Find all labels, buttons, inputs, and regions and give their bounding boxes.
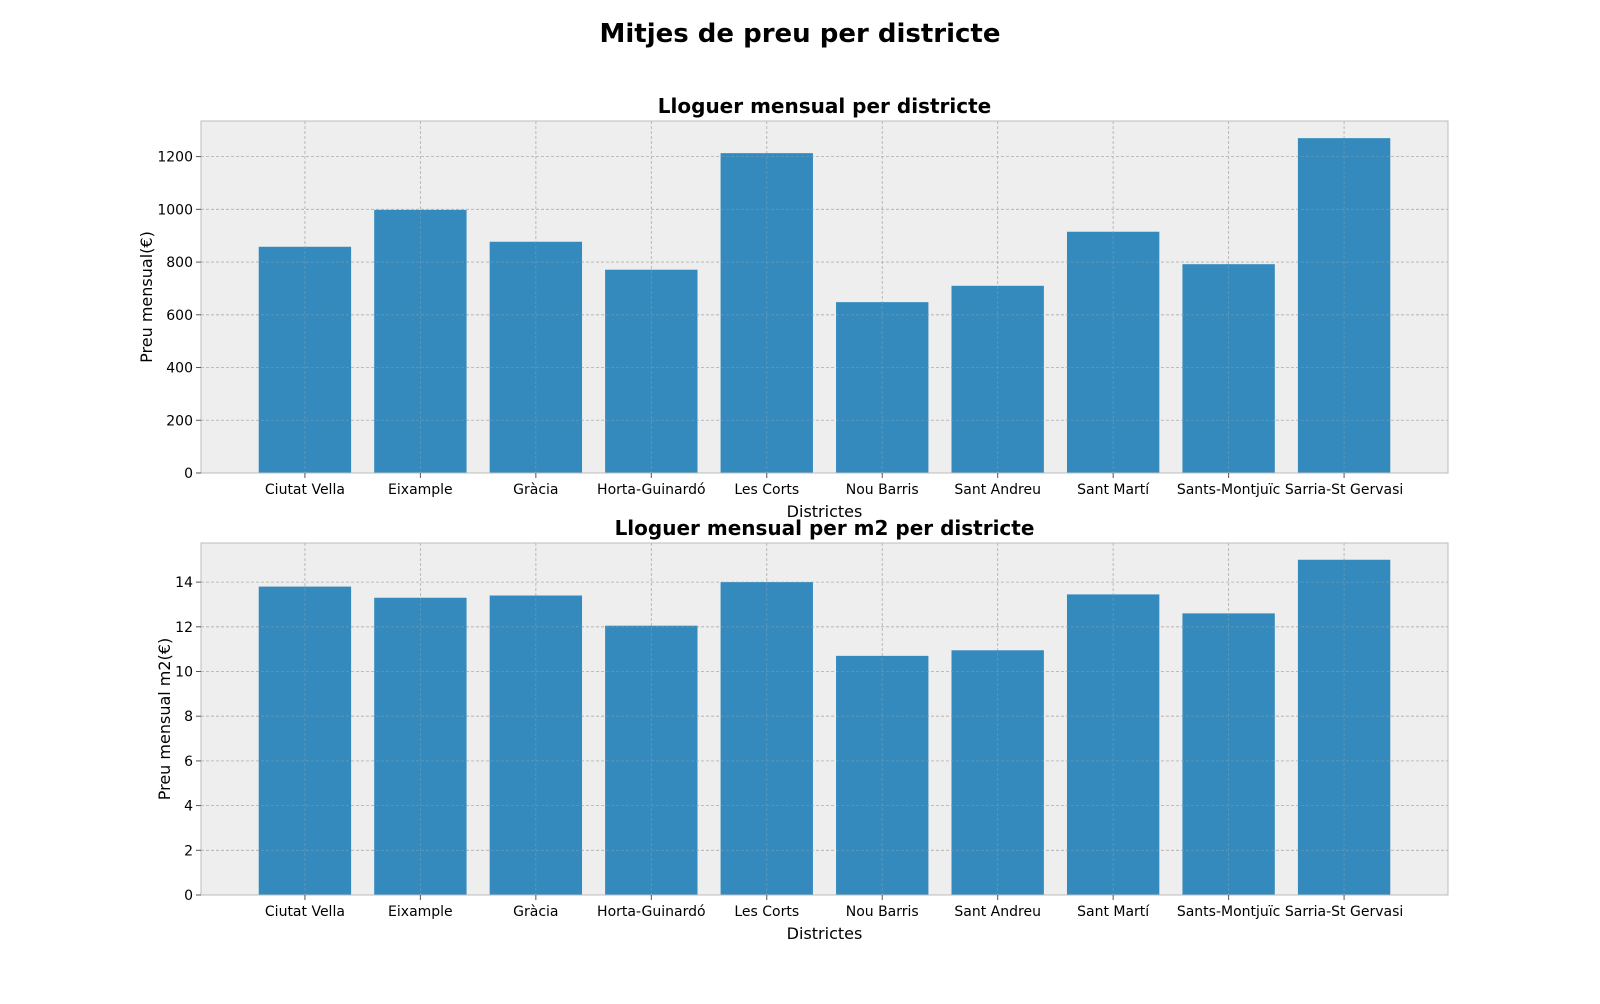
y-tick-label: 400 [166,361,193,377]
x-tick-label: Gràcia [513,482,558,498]
x-tick-label: Sants-Montjuïc [1177,904,1281,920]
x-tick-label: Sant Andreu [954,482,1041,498]
x-tick-label: Sants-Montjuïc [1177,482,1281,498]
x-tick-label: Sant Martí [1077,904,1150,920]
x-tick-label: Les Corts [734,482,799,498]
y-tick-label: 200 [166,413,193,429]
bar [836,302,929,473]
bar [951,650,1044,895]
bar [1297,559,1391,895]
bars [258,138,1391,473]
bar [258,586,352,895]
x-tick-label: Horta-Guinardó [597,904,706,920]
bar [1297,138,1391,473]
y-tick-label: 8 [184,709,193,725]
bar [374,209,467,473]
y-tick-label: 2 [184,843,193,859]
x-tick-label: Eixample [388,482,453,498]
bar [836,655,929,895]
x-tick-label: Horta-Guinardó [597,482,706,498]
grid-overlay [201,121,1448,473]
x-tick-label: Gràcia [513,904,558,920]
y-tick-label: 6 [184,754,193,770]
y-tick-label: 0 [184,466,193,482]
bar [1066,594,1160,895]
x-tick-label: Sant Andreu [954,904,1041,920]
x-tick-label: Eixample [388,904,453,920]
x-tick-label: Nou Barris [846,482,919,498]
bar [720,582,813,895]
x-tick-label: Sant Martí [1077,482,1150,498]
y-tick-label: 800 [166,255,193,271]
y-tick-label: 0 [184,888,193,904]
bars [258,559,1391,895]
bar [258,246,352,473]
x-tick-label: Nou Barris [846,904,919,920]
bar [489,595,583,895]
figure-title: Mitjes de preu per districte [600,19,1001,49]
x-tick-label: Les Corts [734,904,799,920]
x-tick-label: Sarria-St Gervasi [1285,904,1403,920]
x-axis-label: Districtes [787,502,863,521]
grid-overlay [201,543,1448,895]
y-tick-label: 1000 [157,202,193,218]
axes-frame [200,542,1449,896]
y-tick-label: 1200 [157,150,193,166]
y-tick-label: 12 [175,620,193,636]
chart-title: Lloguer mensual per districte [658,94,991,118]
y-axis-label: Preu mensual(€) [137,231,156,363]
chart-panel-rent-per-m2: 0 2 4 6 8 10 12 14 Ciutat Vella Eixample Gràcia Hor… [155,516,1449,943]
y-tick-label: 14 [175,575,193,591]
bar [374,597,467,895]
y-axis-label: Preu mensual m2(€) [155,638,174,800]
bar [1182,613,1275,895]
x-tick-label: Ciutat Vella [265,904,345,920]
bar [605,625,698,895]
bar [951,285,1044,473]
x-tick-label: Sarria-St Gervasi [1285,482,1403,498]
bar [1182,264,1275,473]
bar [720,153,813,473]
y-tick-label: 10 [175,665,193,681]
x-tick-label: Ciutat Vella [265,482,345,498]
bar [605,269,698,473]
bar [489,241,583,473]
y-tick-label: 4 [184,799,193,815]
bar [1066,231,1160,473]
chart-panel-rent: 0 200 400 600 800 1000 1200 Ciutat Vella Eixampl… [137,94,1449,521]
axes-frame [200,120,1449,474]
x-axis-label: Districtes [787,924,863,943]
chart-title: Lloguer mensual per m2 per districte [615,516,1035,540]
y-tick-label: 600 [166,308,193,324]
